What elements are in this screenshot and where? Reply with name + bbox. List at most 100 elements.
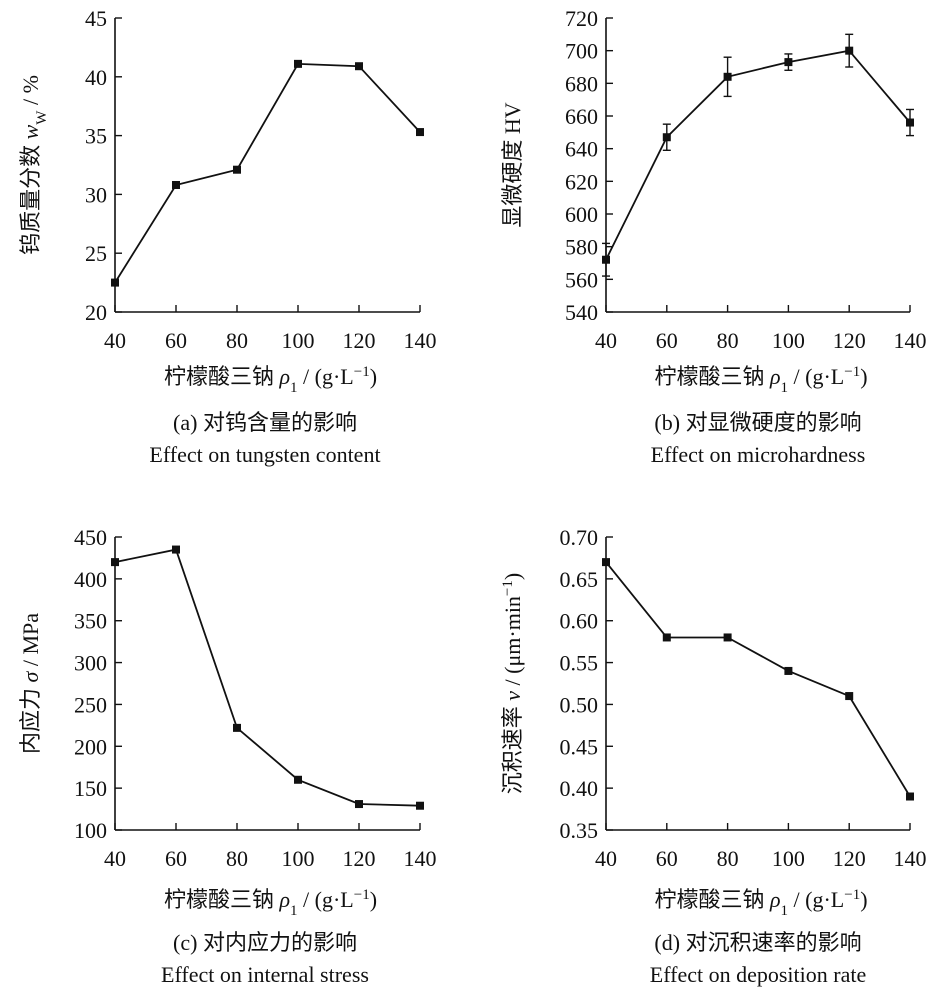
x-tick-label: 80	[717, 846, 739, 871]
y-tick-label: 350	[74, 609, 107, 634]
y-tick-label: 0.35	[560, 818, 599, 843]
caption-en: Effect on internal stress	[161, 962, 369, 987]
y-axis-label: 钨质量分数 wW / %	[18, 75, 50, 255]
data-point	[294, 775, 302, 784]
caption-en: Effect on microhardness	[651, 442, 866, 467]
y-tick-label: 0.60	[560, 609, 599, 634]
y-tick-label: 660	[565, 104, 598, 129]
x-tick-label: 60	[656, 846, 678, 871]
y-tick-label: 0.45	[560, 734, 599, 759]
y-tick-label: 560	[565, 267, 598, 292]
x-tick-label: 120	[343, 328, 376, 353]
x-tick-label: 120	[833, 846, 866, 871]
chart-panel-b: 540 560 580 600 620 640 660 680 700 720 40 60 80 100 1…	[500, 6, 927, 467]
data-point	[111, 278, 119, 287]
x-tick-label: 60	[656, 328, 678, 353]
y-tick-label: 680	[565, 71, 598, 96]
y-tick-label: 540	[565, 300, 598, 325]
x-tick-label: 140	[404, 846, 437, 871]
series-line	[114, 62, 421, 284]
caption-en: Effect on tungsten content	[149, 442, 380, 467]
y-tick-label: 35	[85, 124, 107, 149]
series-line	[605, 49, 911, 261]
x-tick-label: 120	[833, 328, 866, 353]
x-tick-label: 40	[595, 846, 617, 871]
data-point	[355, 800, 363, 809]
y-tick-label: 0.40	[560, 776, 599, 801]
y-tick-label: 600	[565, 202, 598, 227]
y-tick-label: 0.70	[560, 525, 599, 550]
y-tick-label: 0.55	[560, 651, 599, 676]
y-tick-label: 45	[85, 6, 107, 31]
data-point	[416, 128, 424, 137]
data-point	[602, 255, 610, 264]
x-tick-label: 40	[104, 846, 126, 871]
x-axis-label: 柠檬酸三钠 ρ1 / (g·L−1)	[164, 887, 377, 919]
x-tick-label: 140	[894, 328, 927, 353]
x-tick-label: 80	[226, 328, 248, 353]
data-point	[845, 46, 854, 55]
data-point	[662, 133, 671, 142]
data-point	[723, 72, 732, 81]
y-tick-label: 0.65	[560, 567, 599, 592]
data-point	[172, 545, 180, 554]
y-axis-label: 显微硬度 HV	[500, 102, 525, 227]
series-line	[114, 548, 421, 807]
y-tick-label: 25	[85, 241, 107, 266]
x-axis-label: 柠檬酸三钠 ρ1 / (g·L−1)	[164, 364, 377, 396]
chart-panel-c: 100 150 200 250 300 350 400 450 40 60 80 100 120 140 内…	[18, 525, 437, 987]
x-tick-label: 100	[282, 328, 315, 353]
data-point	[233, 165, 241, 174]
data-point	[784, 58, 793, 67]
series-line	[605, 561, 911, 797]
data-point	[784, 666, 793, 675]
chart-panel-a: 20 25 30 35 40 45 40 60 80 100 120 140 钨质量分数 wW / % 柠…	[18, 6, 437, 467]
data-point	[111, 558, 119, 567]
x-tick-label: 60	[165, 328, 187, 353]
data-point	[906, 792, 914, 801]
x-tick-label: 80	[226, 846, 248, 871]
data-point	[355, 62, 363, 71]
data-point	[723, 633, 732, 642]
x-tick-label: 140	[894, 846, 927, 871]
data-point	[416, 801, 424, 810]
y-tick-label: 250	[74, 692, 107, 717]
y-tick-label: 720	[565, 6, 598, 31]
x-tick-label: 120	[343, 846, 376, 871]
data-point	[233, 723, 241, 732]
x-tick-label: 60	[165, 846, 187, 871]
data-point	[906, 118, 914, 127]
caption-cn: (d) 对沉积速率的影响	[654, 930, 861, 955]
y-axis-label: 内应力 σ / MPa	[18, 613, 43, 754]
y-tick-label: 300	[74, 651, 107, 676]
y-tick-label: 20	[85, 300, 107, 325]
caption-cn: (c) 对内应力的影响	[173, 930, 357, 955]
x-tick-label: 140	[404, 328, 437, 353]
y-tick-label: 0.50	[560, 692, 599, 717]
y-tick-label: 100	[74, 818, 107, 843]
y-tick-label: 640	[565, 137, 598, 162]
y-axis-label: 沉积速率 v / (μm·min−1)	[500, 573, 525, 794]
y-tick-label: 200	[74, 734, 107, 759]
x-tick-label: 40	[595, 328, 617, 353]
y-tick-label: 400	[74, 567, 107, 592]
x-tick-label: 40	[104, 328, 126, 353]
caption-en: Effect on deposition rate	[650, 962, 866, 987]
data-point	[294, 59, 302, 68]
data-point	[602, 558, 610, 567]
y-tick-label: 40	[85, 65, 107, 90]
x-tick-label: 100	[772, 846, 805, 871]
y-tick-label: 150	[74, 776, 107, 801]
y-tick-label: 620	[565, 169, 598, 194]
y-tick-label: 450	[74, 525, 107, 550]
x-axis-label: 柠檬酸三钠 ρ1 / (g·L−1)	[654, 887, 867, 919]
data-point	[662, 633, 671, 642]
y-tick-label: 30	[85, 182, 107, 207]
x-tick-label: 100	[772, 328, 805, 353]
caption-cn: (a) 对钨含量的影响	[173, 410, 357, 435]
data-point	[172, 180, 180, 189]
y-tick-label: 580	[565, 235, 598, 260]
x-tick-label: 80	[717, 328, 739, 353]
x-tick-label: 100	[282, 846, 315, 871]
